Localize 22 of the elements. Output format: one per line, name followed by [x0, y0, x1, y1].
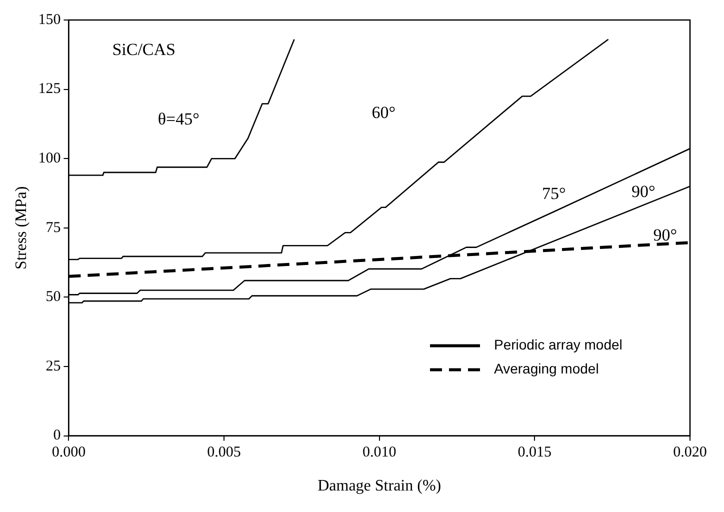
annotation: 90°	[653, 226, 678, 245]
annotation: 75°	[542, 184, 566, 204]
x-tick-label: 0.000	[52, 444, 86, 461]
y-tick-label: 50	[46, 289, 61, 306]
x-tick-label: 0.010	[362, 444, 396, 461]
x-tick-label: 0.020	[673, 444, 707, 461]
x-axis-title: Damage Strain (%)	[318, 478, 442, 495]
legend-label: Averaging model	[494, 360, 599, 377]
annotation: 90°	[631, 182, 656, 202]
y-tick-label: 125	[38, 81, 61, 98]
y-tick-label: 100	[38, 150, 61, 167]
legend-label: Periodic array model	[494, 336, 622, 353]
y-tick-label: 150	[38, 12, 61, 28]
y-tick-label: 0	[53, 428, 61, 444]
annotation: θ=45°	[158, 109, 200, 128]
y-tick-label: 75	[46, 220, 61, 236]
annotation: SiC/CAS	[112, 40, 176, 59]
y-tick-label: 25	[46, 358, 61, 374]
y-axis-title: Stress (MPa)	[12, 186, 30, 270]
annotation: 60°	[372, 103, 396, 122]
x-tick-label: 0.015	[518, 444, 552, 461]
x-tick-label: 0.005	[207, 444, 241, 461]
